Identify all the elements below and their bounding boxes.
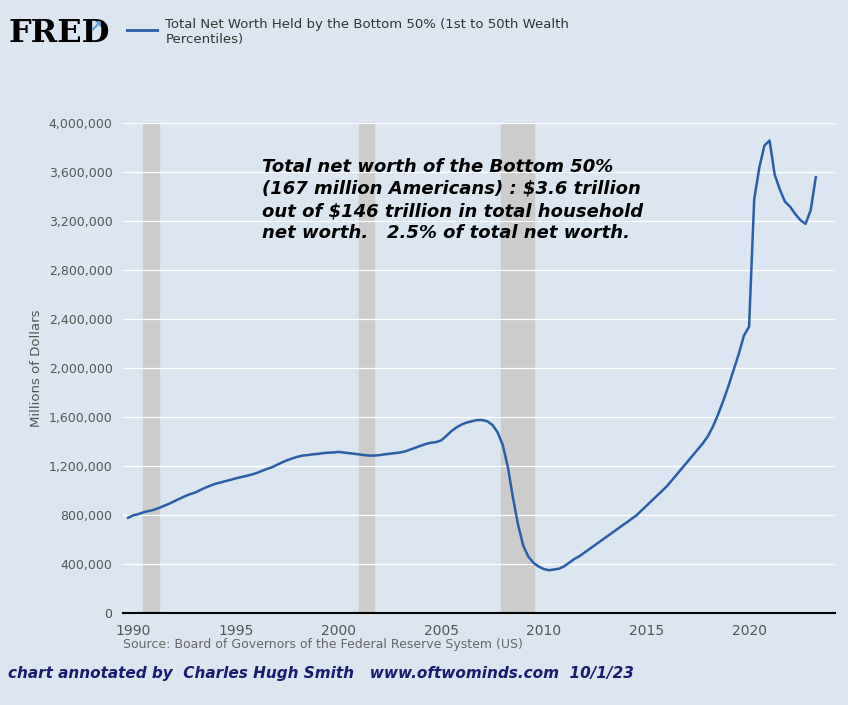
Text: Source: Board of Governors of the Federal Reserve System (US): Source: Board of Governors of the Federa…	[123, 638, 523, 651]
Bar	[359, 123, 375, 613]
Y-axis label: Millions of Dollars: Millions of Dollars	[31, 309, 43, 427]
Text: FRED: FRED	[8, 18, 110, 49]
Bar	[143, 123, 159, 613]
Text: Total net worth of the Bottom 50%
(167 million Americans) : $3.6 trillion
out of: Total net worth of the Bottom 50% (167 m…	[262, 158, 643, 243]
Bar	[500, 123, 533, 613]
Text: chart annotated by  Charles Hugh Smith   www.oftwominds.com  10/1/23: chart annotated by Charles Hugh Smith ww…	[8, 666, 634, 681]
Text: Total Net Worth Held by the Bottom 50% (1st to 50th Wealth
Percentiles): Total Net Worth Held by the Bottom 50% (…	[165, 18, 569, 46]
Text: ↗: ↗	[89, 18, 103, 36]
